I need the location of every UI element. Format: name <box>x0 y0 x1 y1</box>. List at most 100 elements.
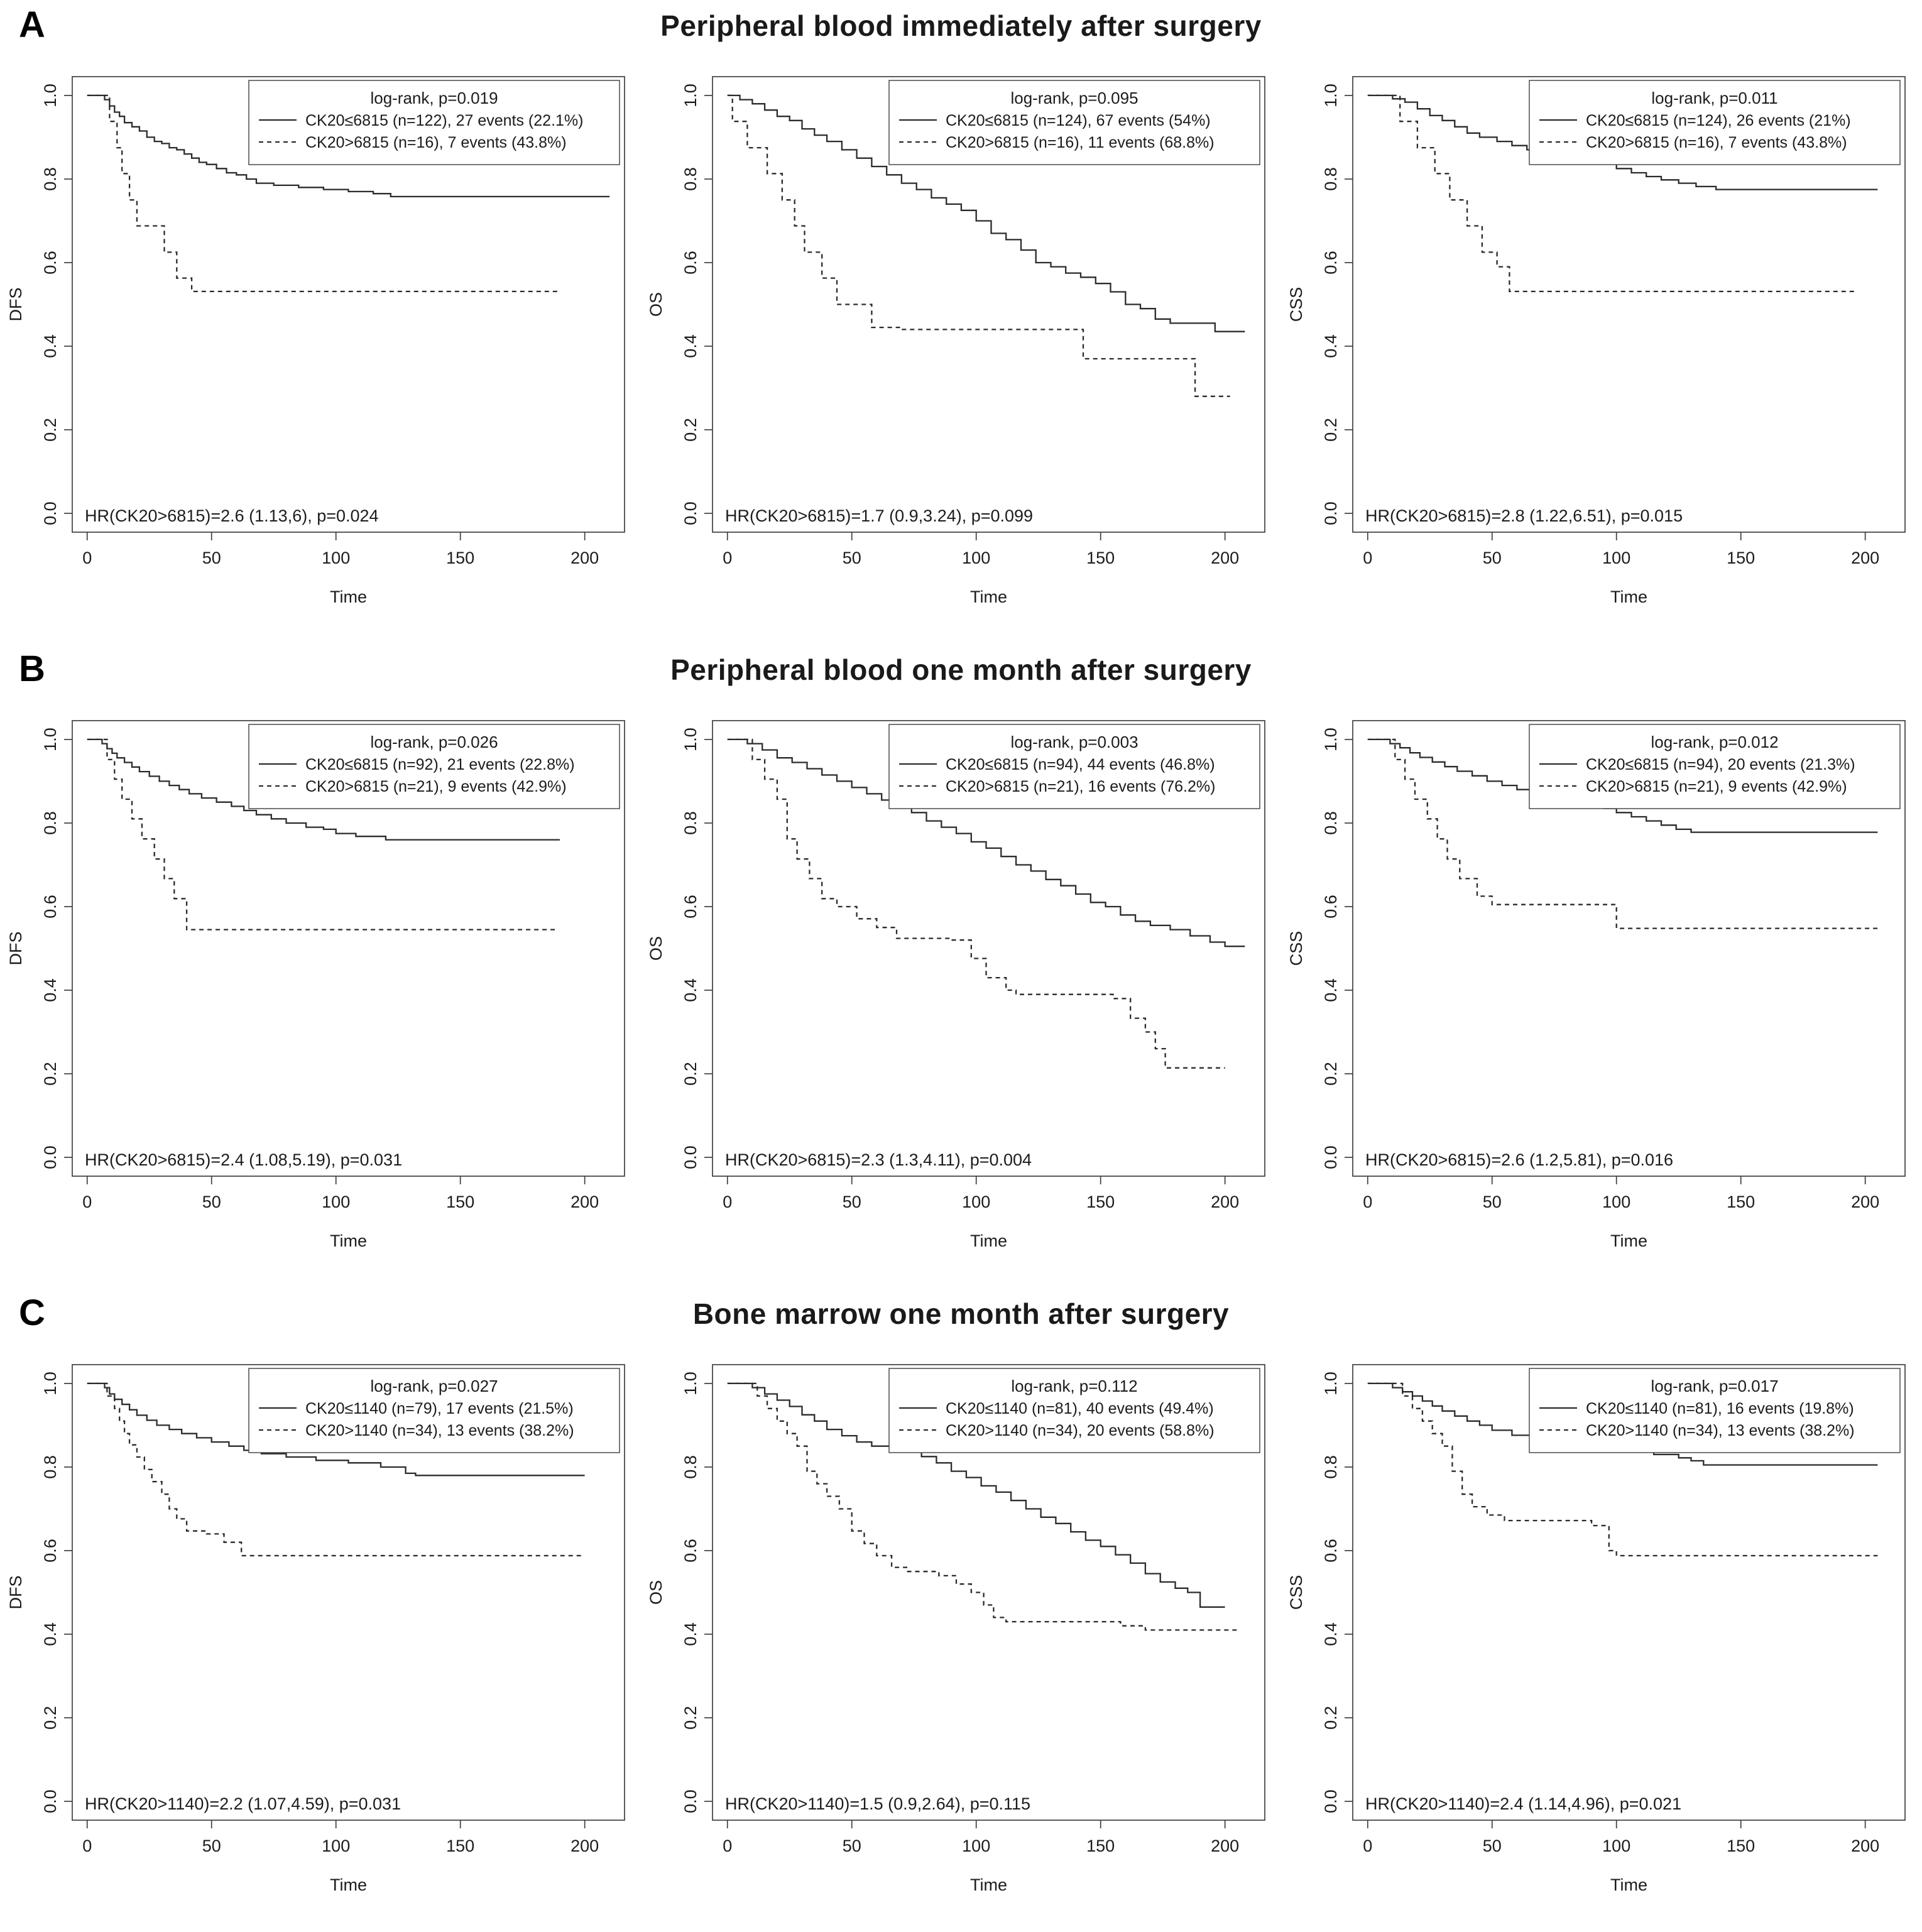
y-tick-label: 0.6 <box>41 1539 60 1563</box>
hr-annotation: HR(CK20>6815)=2.4 (1.08,5.19), p=0.031 <box>85 1150 402 1169</box>
x-tick-label: 150 <box>1086 1836 1115 1855</box>
y-tick-label: 1.0 <box>681 84 700 107</box>
legend-title: log-rank, p=0.026 <box>370 733 498 751</box>
y-tick-label: 0.2 <box>681 1706 700 1730</box>
hr-annotation: HR(CK20>1140)=2.2 (1.07,4.59), p=0.031 <box>85 1794 401 1813</box>
plot-frame <box>712 76 1265 533</box>
y-tick-label: 0.0 <box>681 1145 700 1169</box>
y-tick-label: 0.8 <box>1321 811 1340 835</box>
x-tick-label: 200 <box>1851 1836 1879 1855</box>
x-tick-label: 100 <box>962 548 990 567</box>
y-tick-label: 0.4 <box>41 334 60 358</box>
x-axis-title: Time <box>970 1231 1007 1250</box>
y-tick-label: 1.0 <box>1321 728 1340 751</box>
panel-a: A Peripheral blood immediately after sur… <box>0 0 1922 644</box>
plot-frame <box>1352 720 1906 1177</box>
y-tick-label: 1.0 <box>41 1372 60 1395</box>
legend-entry: CK20>6815 (n=16), 7 events (43.8%) <box>1586 134 1847 151</box>
x-axis-title: Time <box>1610 587 1647 606</box>
y-tick-label: 0.6 <box>681 251 700 275</box>
y-tick-label: 0.2 <box>41 418 60 442</box>
legend-entry: CK20≤6815 (n=124), 26 events (21%) <box>1586 112 1851 129</box>
y-tick-label: 1.0 <box>1321 1372 1340 1395</box>
survival-curve-solid <box>87 738 560 841</box>
survival-curve-solid <box>87 94 610 198</box>
x-axis-title: Time <box>1610 1231 1647 1250</box>
y-axis-title: DFS <box>6 288 25 322</box>
y-tick-label: 0.2 <box>681 418 700 442</box>
legend-entry: CK20≤6815 (n=94), 44 events (46.8%) <box>946 756 1215 773</box>
x-tick-label: 0 <box>1363 1192 1372 1211</box>
x-tick-label: 50 <box>843 1192 861 1211</box>
y-axis-title: OS <box>647 292 665 317</box>
legend-title: log-rank, p=0.095 <box>1010 89 1138 107</box>
y-tick-label: 0.8 <box>1321 1455 1340 1479</box>
survival-curve-dashed <box>727 94 1230 397</box>
y-tick-label: 0.4 <box>41 978 60 1002</box>
x-tick-label: 150 <box>446 1836 474 1855</box>
x-tick-label: 0 <box>82 1192 92 1211</box>
y-axis-title: DFS <box>6 932 25 966</box>
y-tick-label: 0.4 <box>681 1622 700 1646</box>
x-tick-label: 50 <box>202 1192 221 1211</box>
x-tick-label: 200 <box>571 1836 599 1855</box>
x-tick-label: 50 <box>1483 1836 1502 1855</box>
y-tick-label: 0.8 <box>41 167 60 191</box>
x-tick-label: 200 <box>1851 548 1879 567</box>
legend-box <box>248 1368 620 1453</box>
x-tick-label: 50 <box>1483 548 1502 567</box>
hr-annotation: HR(CK20>6815)=2.3 (1.3,4.11), p=0.004 <box>725 1150 1032 1169</box>
y-tick-label: 0.6 <box>1321 895 1340 919</box>
y-tick-label: 1.0 <box>41 84 60 107</box>
x-tick-label: 50 <box>843 548 861 567</box>
x-tick-label: 50 <box>1483 1192 1502 1211</box>
x-tick-label: 200 <box>1851 1192 1879 1211</box>
y-tick-label: 0.8 <box>681 167 700 191</box>
legend-entry: CK20≤6815 (n=92), 21 events (22.8%) <box>305 756 575 773</box>
panel-a-label: A <box>19 4 45 45</box>
x-tick-label: 200 <box>571 548 599 567</box>
y-tick-label: 0.4 <box>41 1622 60 1646</box>
legend-box <box>888 724 1260 809</box>
y-tick-label: 0.6 <box>41 895 60 919</box>
y-tick-label: 0.6 <box>681 895 700 919</box>
y-tick-label: 0.4 <box>1321 1622 1340 1646</box>
plot-frame <box>712 1364 1265 1821</box>
legend-title: log-rank, p=0.019 <box>370 89 498 107</box>
km-plot-css-panel-c: 0 50 100 150 200 0.0 0.2 0.4 0.6 0.8 1.0 Time CSS log… <box>1287 1364 1906 1894</box>
hr-annotation: HR(CK20>6815)=2.8 (1.22,6.51), p=0.015 <box>1365 506 1683 525</box>
hr-annotation: HR(CK20>1140)=2.4 (1.14,4.96), p=0.021 <box>1365 1794 1681 1813</box>
survival-curve-solid <box>1367 738 1878 833</box>
x-tick-label: 150 <box>1727 1836 1755 1855</box>
plot-frame <box>72 76 625 533</box>
y-tick-label: 1.0 <box>681 728 700 751</box>
y-tick-label: 1.0 <box>1321 84 1340 107</box>
survival-curve-dashed <box>1367 1382 1878 1557</box>
legend-entry: CK20>6815 (n=21), 16 events (76.2%) <box>946 778 1215 795</box>
panel-a-title: Peripheral blood immediately after surge… <box>660 9 1262 42</box>
legend-title: log-rank, p=0.012 <box>1651 733 1778 751</box>
survival-curve-dashed <box>727 738 1225 1069</box>
x-tick-label: 100 <box>322 1836 350 1855</box>
legend-entry: CK20≤1140 (n=81), 16 events (19.8%) <box>1586 1400 1854 1417</box>
legend-entry: CK20≤6815 (n=122), 27 events (22.1%) <box>305 112 583 129</box>
legend-entry: CK20≤6815 (n=94), 20 events (21.3%) <box>1586 756 1855 773</box>
legend-box <box>888 80 1260 165</box>
x-tick-label: 0 <box>1363 1836 1372 1855</box>
y-tick-label: 0.0 <box>41 501 60 525</box>
y-tick-label: 0.8 <box>681 1455 700 1479</box>
y-tick-label: 0.2 <box>681 1062 700 1086</box>
y-tick-label: 0.2 <box>1321 1706 1340 1730</box>
y-axis-title: CSS <box>1287 287 1306 322</box>
legend-box <box>1529 80 1901 165</box>
survival-curve-dashed <box>87 738 555 931</box>
x-tick-label: 100 <box>962 1836 990 1855</box>
legend-title: log-rank, p=0.017 <box>1651 1377 1778 1395</box>
legend-box <box>1529 1368 1901 1453</box>
panel-c-title: Bone marrow one month after surgery <box>692 1297 1230 1330</box>
y-tick-label: 0.4 <box>681 334 700 358</box>
survival-curve-solid <box>727 738 1245 947</box>
y-axis-title: OS <box>647 936 665 961</box>
y-tick-label: 0.2 <box>1321 1062 1340 1086</box>
